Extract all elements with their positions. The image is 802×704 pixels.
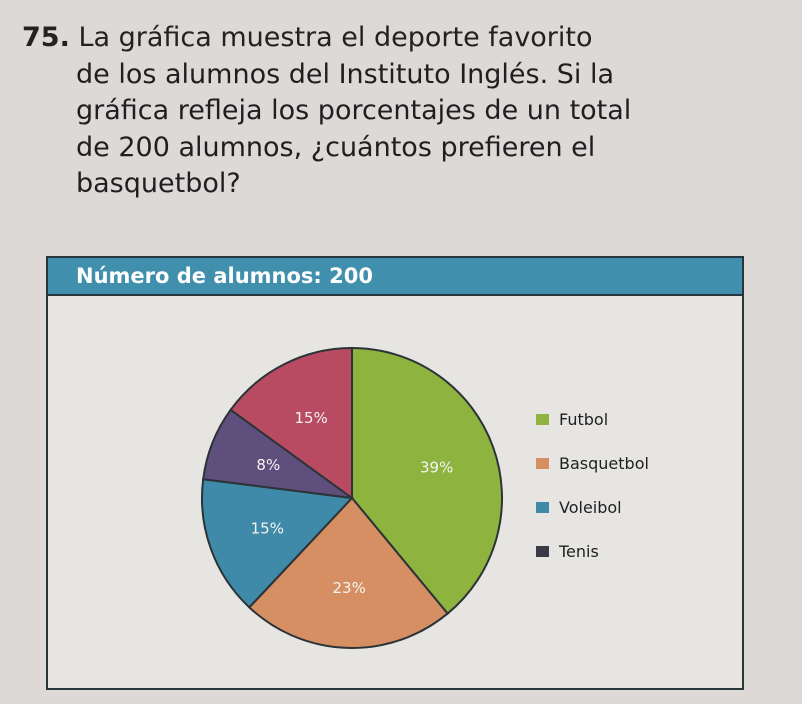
legend-swatch [536, 502, 549, 513]
chart-header: Número de alumnos: 200 [48, 258, 742, 296]
question-line-3: gráfica refleja los porcentajes de un to… [76, 95, 632, 126]
question-line-4: de 200 alumnos, ¿cuántos prefieren el [76, 131, 596, 163]
pie-slice [229, 346, 353, 500]
slice-label: 15% [251, 519, 284, 537]
pie-chart: 39% 23% 15% 8% 15% Futbol Basquetbol Voleibol Te… [201, 346, 649, 649]
legend-label: Tenis [558, 542, 599, 561]
slice-label: 39% [420, 459, 453, 477]
slice-label: 23% [333, 579, 366, 597]
chart-title: Número de alumnos: 200 [76, 264, 373, 288]
question-line-2: de los alumnos del Instituto Inglés. Si … [76, 58, 615, 90]
pie-slice [201, 478, 355, 609]
question-line-5: basquetbol? [76, 168, 241, 199]
legend-swatch [536, 546, 549, 557]
legend-label: Basquetbol [559, 454, 649, 473]
question-number: 75. [22, 22, 70, 53]
legend-label: Voleibol [559, 498, 622, 517]
slice-label: 15% [294, 409, 327, 427]
legend-swatch [536, 458, 549, 469]
question-text: 75. La gráfica muestra el deporte favori… [22, 20, 762, 203]
legend-label: Futbol [559, 410, 608, 429]
pie-slice [247, 496, 450, 649]
chart-figure: Número de alumnos: 200 39% 23% 15% 8% 15% Fut… [46, 256, 744, 690]
legend-swatch [536, 414, 549, 425]
question-line-1: 75. La gráfica muestra el deporte favori… [22, 22, 593, 53]
pie-slice [351, 346, 503, 615]
slice-label: 8% [256, 456, 280, 474]
